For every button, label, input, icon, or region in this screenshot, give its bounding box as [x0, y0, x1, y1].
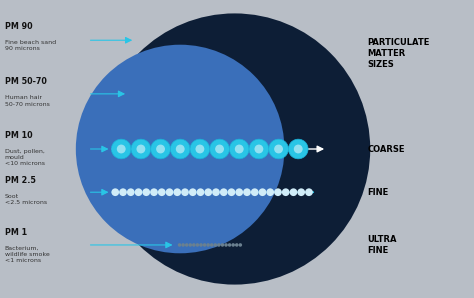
- Text: ULTRA
FINE: ULTRA FINE: [367, 235, 397, 255]
- Ellipse shape: [288, 139, 308, 159]
- Ellipse shape: [99, 13, 370, 285]
- Ellipse shape: [282, 188, 290, 196]
- Ellipse shape: [189, 188, 197, 196]
- Ellipse shape: [224, 243, 228, 247]
- Text: Bacterium,
wildlife smoke
<1 microns: Bacterium, wildlife smoke <1 microns: [5, 246, 49, 263]
- Ellipse shape: [195, 145, 204, 153]
- Ellipse shape: [243, 188, 251, 196]
- Ellipse shape: [197, 188, 204, 196]
- Ellipse shape: [215, 145, 224, 153]
- Ellipse shape: [192, 243, 196, 247]
- Ellipse shape: [255, 145, 264, 153]
- Ellipse shape: [236, 188, 243, 196]
- Ellipse shape: [235, 145, 244, 153]
- Text: Human hair
50-70 microns: Human hair 50-70 microns: [5, 95, 50, 107]
- Ellipse shape: [76, 45, 284, 253]
- Ellipse shape: [178, 243, 182, 247]
- Text: Soot
<2.5 microns: Soot <2.5 microns: [5, 194, 47, 205]
- Ellipse shape: [185, 243, 189, 247]
- Text: PM 90: PM 90: [5, 22, 32, 31]
- Ellipse shape: [135, 188, 142, 196]
- Ellipse shape: [294, 145, 303, 153]
- Ellipse shape: [170, 139, 190, 159]
- Ellipse shape: [210, 139, 229, 159]
- Ellipse shape: [131, 139, 151, 159]
- Ellipse shape: [206, 243, 210, 247]
- Ellipse shape: [156, 145, 165, 153]
- Ellipse shape: [165, 188, 173, 196]
- Ellipse shape: [249, 139, 269, 159]
- Ellipse shape: [231, 243, 235, 247]
- Ellipse shape: [150, 188, 158, 196]
- Ellipse shape: [111, 188, 119, 196]
- Text: PM 1: PM 1: [5, 228, 27, 237]
- Ellipse shape: [228, 243, 231, 247]
- Ellipse shape: [217, 243, 221, 247]
- Text: FINE: FINE: [367, 188, 389, 197]
- Ellipse shape: [259, 188, 266, 196]
- Ellipse shape: [203, 243, 206, 247]
- Text: PM 50-70: PM 50-70: [5, 77, 46, 86]
- Ellipse shape: [151, 139, 170, 159]
- Ellipse shape: [235, 243, 238, 247]
- Text: PARTICULATE
MATTER
SIZES: PARTICULATE MATTER SIZES: [367, 38, 430, 69]
- Text: Dust, pollen,
mould
<10 microns: Dust, pollen, mould <10 microns: [5, 149, 45, 166]
- Ellipse shape: [199, 243, 203, 247]
- Ellipse shape: [274, 188, 282, 196]
- Text: COARSE: COARSE: [367, 145, 405, 153]
- Ellipse shape: [137, 145, 146, 153]
- Ellipse shape: [127, 188, 135, 196]
- Ellipse shape: [266, 188, 274, 196]
- Ellipse shape: [111, 139, 131, 159]
- Ellipse shape: [290, 188, 297, 196]
- Ellipse shape: [229, 139, 249, 159]
- Text: Fine beach sand
90 microns: Fine beach sand 90 microns: [5, 40, 56, 52]
- Ellipse shape: [297, 188, 305, 196]
- Ellipse shape: [158, 188, 165, 196]
- Ellipse shape: [117, 145, 126, 153]
- Ellipse shape: [228, 188, 236, 196]
- Ellipse shape: [181, 188, 189, 196]
- Ellipse shape: [274, 145, 283, 153]
- Ellipse shape: [269, 139, 288, 159]
- Ellipse shape: [182, 243, 185, 247]
- Ellipse shape: [213, 243, 217, 247]
- Ellipse shape: [176, 145, 185, 153]
- Ellipse shape: [210, 243, 213, 247]
- Ellipse shape: [119, 188, 127, 196]
- Ellipse shape: [220, 188, 228, 196]
- Ellipse shape: [212, 188, 220, 196]
- Ellipse shape: [190, 139, 210, 159]
- Ellipse shape: [173, 188, 181, 196]
- Ellipse shape: [221, 243, 224, 247]
- Ellipse shape: [238, 243, 242, 247]
- Text: PM 10: PM 10: [5, 131, 32, 140]
- Ellipse shape: [196, 243, 199, 247]
- Ellipse shape: [189, 243, 192, 247]
- Ellipse shape: [305, 188, 313, 196]
- Ellipse shape: [251, 188, 259, 196]
- Ellipse shape: [204, 188, 212, 196]
- Text: PM 2.5: PM 2.5: [5, 176, 36, 185]
- Ellipse shape: [142, 188, 150, 196]
